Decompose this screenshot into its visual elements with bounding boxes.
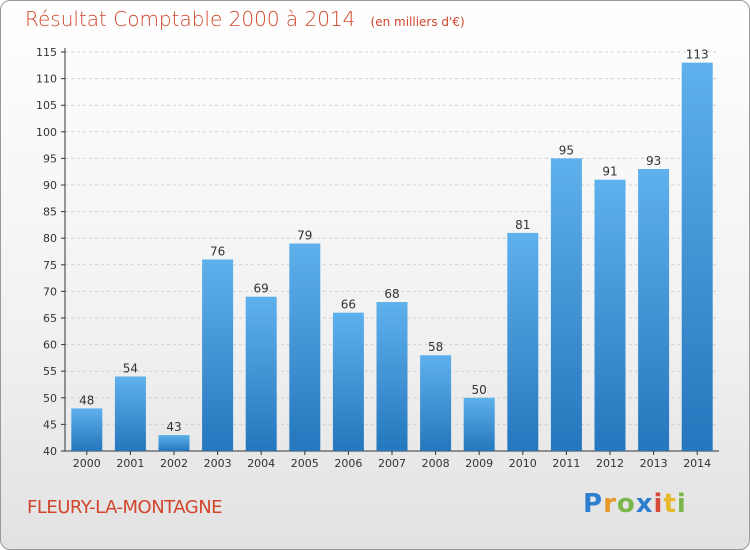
unit-label: (en milliers d'€) bbox=[370, 15, 465, 29]
x-tick-label: 2004 bbox=[247, 457, 275, 470]
bar bbox=[550, 158, 582, 451]
x-tick-label: 2014 bbox=[683, 457, 711, 470]
bar bbox=[594, 179, 626, 451]
logo-letter: t bbox=[663, 489, 677, 519]
data-label: 69 bbox=[254, 282, 269, 296]
proxiti-logo: Proxiti bbox=[583, 489, 687, 519]
y-tick-label: 115 bbox=[36, 46, 57, 59]
bar bbox=[114, 376, 146, 451]
y-tick-label: 105 bbox=[36, 99, 57, 112]
x-tick-label: 2009 bbox=[465, 457, 493, 470]
logo-letter: i bbox=[676, 489, 687, 519]
x-tick-label: 2003 bbox=[204, 457, 232, 470]
y-tick-label: 70 bbox=[43, 285, 57, 298]
bar bbox=[332, 312, 364, 451]
bar bbox=[376, 302, 408, 451]
bar bbox=[507, 232, 539, 451]
x-tick-label: 2000 bbox=[73, 457, 101, 470]
y-tick-label: 60 bbox=[43, 339, 57, 352]
data-label: 76 bbox=[210, 244, 225, 258]
data-label: 81 bbox=[515, 218, 530, 232]
x-tick-label: 2012 bbox=[596, 457, 624, 470]
data-label: 113 bbox=[686, 48, 709, 62]
data-labels: 48 54 43 76 69 79 66 68 58 50 81 95 91 93 113 bbox=[79, 48, 708, 434]
data-label: 66 bbox=[341, 298, 356, 312]
x-tick-label: 2007 bbox=[378, 457, 406, 470]
y-tick-label: 50 bbox=[43, 392, 57, 405]
bar bbox=[202, 259, 234, 451]
bars bbox=[71, 62, 713, 452]
data-label: 79 bbox=[297, 229, 312, 243]
logo-letter: r bbox=[603, 489, 617, 519]
bar bbox=[638, 169, 670, 452]
bar bbox=[158, 435, 190, 451]
x-tick-label: 2011 bbox=[552, 457, 580, 470]
y-tick-label: 100 bbox=[36, 126, 57, 139]
axes: 40 45 50 55 60 65 70 75 80 85 90 95 100 105 110 115 2000… bbox=[36, 46, 719, 470]
y-tick-label: 80 bbox=[43, 232, 57, 245]
x-tick-label: 2005 bbox=[291, 457, 319, 470]
data-label: 93 bbox=[646, 154, 661, 168]
data-label: 58 bbox=[428, 340, 443, 354]
y-tick-label: 40 bbox=[43, 445, 57, 458]
place-name: FLEURY-LA-MONTAGNE bbox=[27, 497, 223, 518]
chart-title-block: Résultat Comptable 2000 à 2014 (en milli… bbox=[25, 7, 465, 31]
x-tick-label: 2002 bbox=[160, 457, 188, 470]
data-label: 68 bbox=[384, 287, 399, 301]
y-tick-label: 65 bbox=[43, 312, 57, 325]
y-tick-label: 110 bbox=[36, 73, 57, 86]
y-tick-label: 55 bbox=[43, 365, 57, 378]
logo-letter: o bbox=[616, 489, 636, 519]
logo-letter: i bbox=[653, 489, 664, 519]
x-tick-label: 2010 bbox=[509, 457, 537, 470]
y-tick-label: 45 bbox=[43, 418, 57, 431]
x-tick-label: 2006 bbox=[334, 457, 362, 470]
chart-title: Résultat Comptable 2000 à 2014 bbox=[25, 7, 356, 31]
data-label: 54 bbox=[123, 362, 138, 376]
y-tick-label: 95 bbox=[43, 152, 57, 165]
logo-letter: x bbox=[635, 489, 654, 519]
bar bbox=[71, 408, 103, 451]
data-label: 50 bbox=[472, 383, 487, 397]
x-tick-label: 2008 bbox=[422, 457, 450, 470]
bar bbox=[289, 243, 321, 451]
data-label: 91 bbox=[602, 165, 617, 179]
bar bbox=[420, 355, 452, 451]
x-tick-label: 2001 bbox=[116, 457, 144, 470]
y-tick-label: 90 bbox=[43, 179, 57, 192]
bar bbox=[681, 62, 713, 451]
bar bbox=[245, 296, 277, 451]
data-label: 43 bbox=[166, 420, 181, 434]
bar bbox=[463, 397, 495, 451]
logo-letter: P bbox=[583, 489, 604, 519]
data-label: 48 bbox=[79, 393, 94, 407]
data-label: 95 bbox=[559, 143, 574, 157]
y-tick-label: 85 bbox=[43, 206, 57, 219]
x-tick-label: 2013 bbox=[640, 457, 668, 470]
y-tick-label: 75 bbox=[43, 259, 57, 272]
